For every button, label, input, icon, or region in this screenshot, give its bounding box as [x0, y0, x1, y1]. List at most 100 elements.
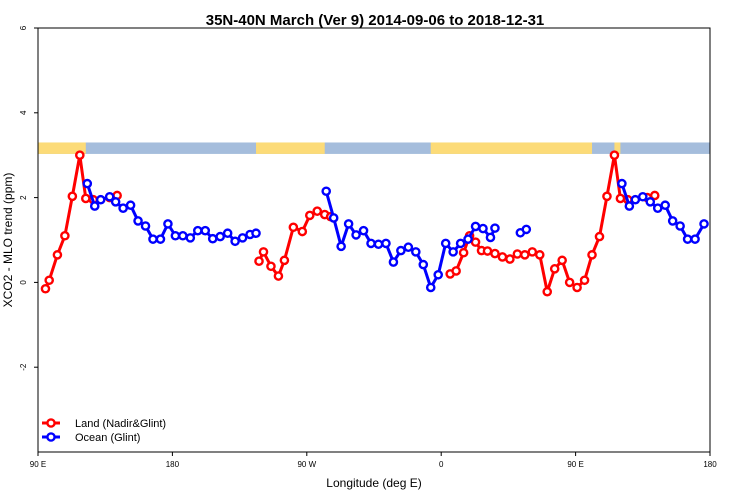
data-point — [148, 234, 158, 244]
plot-frame — [37, 27, 711, 453]
data-point — [497, 252, 508, 262]
data-point — [75, 150, 85, 160]
x-tick-label: 180 — [703, 460, 717, 469]
data-point — [527, 247, 538, 257]
chart-title: 35N-40N March (Ver 9) 2014-09-06 to 2018… — [206, 12, 545, 29]
band-ocean — [38, 142, 710, 154]
data-point — [624, 201, 635, 211]
data-point — [351, 230, 361, 240]
data-point — [215, 231, 225, 242]
data-point — [125, 200, 136, 211]
data-point — [381, 238, 391, 249]
data-point — [411, 247, 421, 257]
legend-ocean-marker — [46, 432, 56, 442]
data-point — [185, 233, 196, 243]
data-point — [366, 238, 376, 249]
data-point — [200, 225, 211, 236]
data-point — [458, 247, 469, 258]
data-point — [279, 255, 290, 266]
data-point — [418, 259, 429, 270]
series-line — [449, 153, 656, 294]
data-point — [80, 193, 91, 204]
data-point — [682, 234, 693, 244]
series-ocean — [82, 178, 709, 293]
data-point — [638, 191, 648, 202]
data-point — [564, 277, 575, 288]
data-point — [557, 255, 567, 266]
data-point — [645, 197, 656, 207]
data-point — [690, 234, 700, 244]
band-land-segment — [614, 142, 621, 154]
data-point — [230, 236, 240, 247]
x-tick-label: 90 E — [567, 460, 583, 469]
data-point — [110, 197, 121, 207]
data-point — [630, 194, 641, 205]
band-land-segment — [38, 142, 86, 154]
data-point — [388, 257, 399, 267]
data-point — [163, 219, 173, 229]
data-point — [440, 238, 451, 249]
data-point — [699, 219, 709, 229]
data-point — [660, 200, 671, 211]
land-ocean-band — [38, 142, 710, 154]
series-line — [44, 153, 94, 290]
x-tick-label: 90 W — [297, 460, 316, 469]
data-point — [451, 266, 461, 276]
data-point — [652, 203, 663, 213]
data-point — [587, 250, 597, 260]
data-point — [336, 241, 346, 252]
data-point — [251, 228, 261, 239]
data-point — [273, 271, 284, 281]
data-point — [520, 250, 530, 260]
data-point — [594, 231, 605, 242]
data-point — [572, 282, 582, 293]
x-tick-label: 90 E — [30, 460, 46, 469]
data-point — [478, 223, 488, 234]
x-tick-label: 180 — [166, 460, 180, 469]
data-point — [104, 191, 115, 202]
data-point — [602, 191, 612, 202]
data-point — [667, 216, 678, 226]
data-point — [615, 193, 626, 204]
data-point — [312, 206, 323, 216]
data-point — [89, 201, 100, 211]
data-point — [67, 191, 78, 202]
data-point — [95, 194, 106, 205]
legend-land-marker — [46, 418, 56, 428]
data-point — [133, 216, 143, 226]
series-land — [40, 150, 660, 297]
data-point — [609, 150, 620, 160]
data-point — [470, 237, 481, 247]
data-point — [485, 232, 496, 243]
data-point — [118, 203, 128, 213]
data-point — [425, 282, 436, 293]
data-point — [192, 225, 203, 236]
y-tick-label: -2 — [19, 363, 28, 371]
data-point — [237, 233, 248, 243]
data-point — [358, 225, 369, 236]
data-point — [490, 223, 500, 233]
data-point — [373, 239, 384, 250]
data-point — [482, 246, 493, 256]
data-point — [321, 186, 332, 197]
data-point — [579, 275, 590, 286]
data-point — [521, 224, 532, 235]
data-point — [490, 248, 500, 259]
data-point — [542, 286, 553, 297]
data-point — [170, 230, 181, 241]
data-point — [140, 221, 151, 231]
data-point — [455, 238, 466, 249]
data-point — [258, 247, 269, 257]
band-land-segment — [430, 142, 593, 154]
data-point — [512, 249, 523, 259]
data-point — [343, 219, 354, 229]
data-point — [463, 234, 473, 244]
x-axis-label: Longitude (deg E) — [326, 476, 421, 490]
data-point — [155, 234, 166, 244]
data-point — [207, 233, 218, 244]
data-point — [40, 283, 51, 294]
data-point — [288, 222, 299, 233]
legend: Land (Nadir&Glint) Ocean (Glint) — [42, 418, 166, 444]
data-point — [505, 254, 515, 264]
